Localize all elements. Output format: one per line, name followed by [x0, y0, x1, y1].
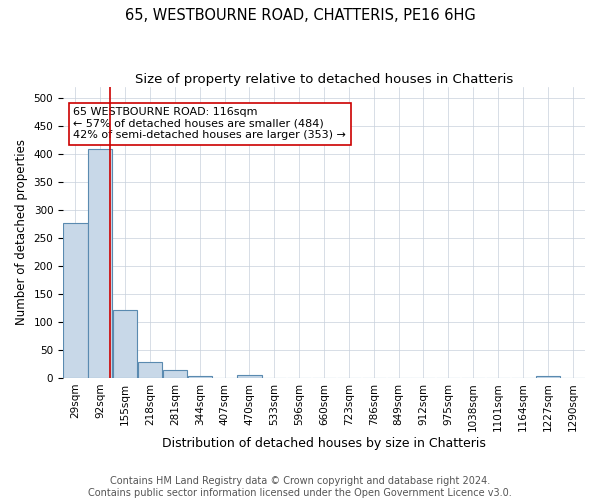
- Title: Size of property relative to detached houses in Chatteris: Size of property relative to detached ho…: [135, 72, 513, 86]
- Text: 65, WESTBOURNE ROAD, CHATTERIS, PE16 6HG: 65, WESTBOURNE ROAD, CHATTERIS, PE16 6HG: [125, 8, 475, 22]
- Bar: [113, 310, 137, 378]
- Bar: [188, 376, 212, 378]
- Text: 65 WESTBOURNE ROAD: 116sqm
← 57% of detached houses are smaller (484)
42% of sem: 65 WESTBOURNE ROAD: 116sqm ← 57% of deta…: [73, 107, 346, 140]
- Y-axis label: Number of detached properties: Number of detached properties: [15, 139, 28, 325]
- X-axis label: Distribution of detached houses by size in Chatteris: Distribution of detached houses by size …: [162, 437, 486, 450]
- Bar: [138, 362, 162, 378]
- Text: Contains HM Land Registry data © Crown copyright and database right 2024.
Contai: Contains HM Land Registry data © Crown c…: [88, 476, 512, 498]
- Bar: [64, 222, 88, 378]
- Bar: [238, 375, 262, 378]
- Bar: [88, 150, 112, 378]
- Bar: [163, 370, 187, 378]
- Bar: [536, 376, 560, 378]
